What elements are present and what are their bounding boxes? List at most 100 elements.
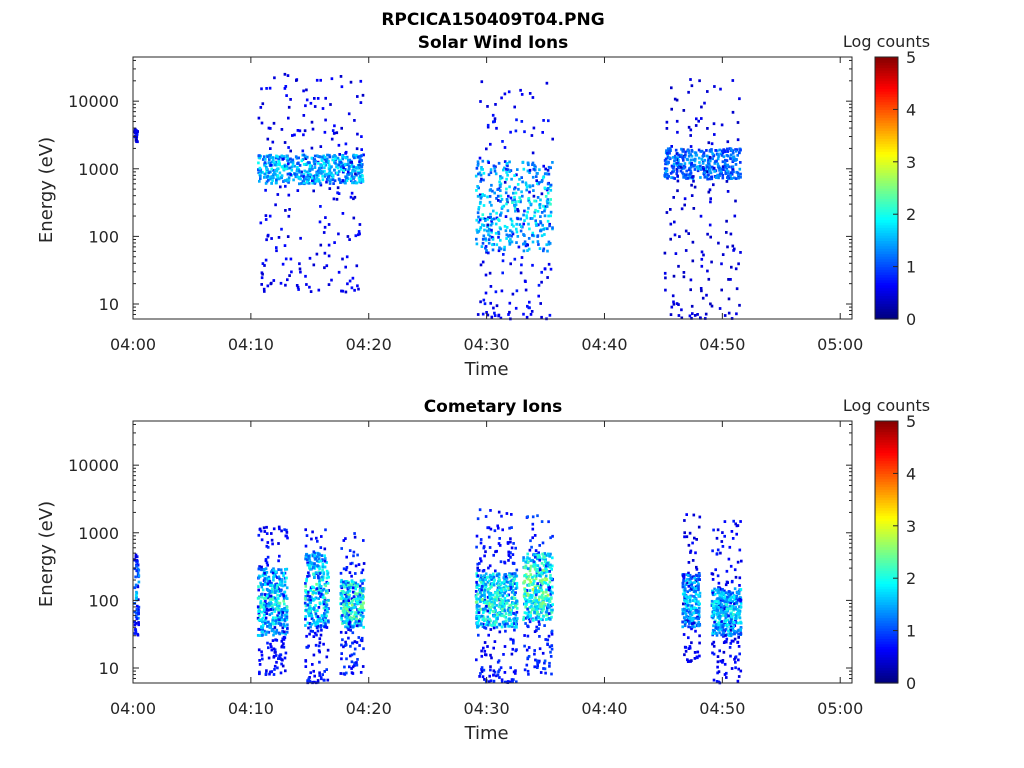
heatmap-cell-0-2-86	[515, 289, 519, 293]
heatmap-cell-0-1-360	[302, 173, 306, 176]
heatmap-cell-0-2-417	[507, 194, 510, 198]
heatmap-cell-1-1-428	[279, 589, 283, 593]
heatmap-cell-1-1-396	[258, 672, 261, 676]
heatmap-cell-1-1-297	[271, 606, 274, 610]
heatmap-cell-1-5-237	[533, 652, 536, 656]
heatmap-cell-0-3-461	[713, 133, 716, 136]
heatmap-cell-0-2-208	[489, 212, 492, 216]
heatmap-cell-1-4-612	[478, 597, 481, 601]
heatmap-cell-1-4-466	[483, 554, 486, 558]
heatmap-cell-1-3-278	[356, 658, 359, 661]
heatmap-cell-0-1-436	[271, 158, 275, 162]
heatmap-cell-1-4-276	[500, 625, 504, 629]
heatmap-cell-0-1-331	[295, 284, 299, 287]
heatmap-cell-1-7-418	[728, 590, 731, 593]
heatmap-cell-1-1-373	[259, 606, 262, 609]
heatmap-cell-1-4-304	[513, 593, 517, 596]
heatmap-cell-1-0-27	[137, 568, 141, 572]
heatmap-cell-1-5-408	[538, 558, 541, 562]
heatmap-cell-1-4-582	[503, 614, 506, 618]
heatmap-cell-1-4-102	[476, 602, 479, 606]
heatmap-cell-1-1-386	[280, 639, 284, 643]
heatmap-cell-0-3-487	[708, 168, 712, 172]
heatmap-cell-1-7-384	[721, 545, 725, 548]
heatmap-cell-1-5-183	[547, 597, 551, 601]
colorbar-swatch-0-93	[875, 72, 898, 76]
heatmap-cell-0-2-292	[528, 92, 532, 95]
heatmap-cell-1-0-2	[133, 610, 137, 614]
heatmap-cell-0-3-483	[673, 155, 677, 159]
heatmap-cell-1-4-210	[500, 678, 504, 682]
heatmap-cell-1-5-81	[531, 594, 534, 597]
heatmap-cell-0-1-580	[282, 167, 285, 171]
heatmap-cell-0-1-78	[354, 234, 358, 238]
heatmap-cell-1-2-334	[306, 603, 310, 607]
heatmap-cell-1-1-37	[263, 530, 267, 533]
heatmap-cell-1-2-66	[326, 573, 329, 576]
heatmap-cell-1-1-229	[264, 616, 268, 620]
heatmap-cell-1-5-216	[548, 586, 551, 589]
heatmap-cell-0-3-176	[689, 288, 692, 292]
heatmap-cell-1-7-358	[714, 622, 718, 626]
heatmap-cell-1-5-233	[542, 599, 545, 603]
heatmap-cell-1-7-256	[711, 631, 714, 635]
heatmap-cell-0-3-434	[681, 171, 684, 175]
heatmap-cell-1-3-131	[359, 607, 362, 610]
heatmap-cell-0-1-160	[350, 165, 354, 168]
heatmap-cell-1-5-108	[545, 599, 549, 602]
heatmap-cell-0-1-116	[337, 177, 341, 181]
heatmap-cell-1-4-610	[501, 602, 505, 606]
heatmap-cell-0-2-454	[491, 237, 495, 241]
colorbar-swatch-0-1	[875, 313, 898, 317]
heatmap-cell-1-3-24	[359, 671, 363, 674]
heatmap-cell-1-7-258	[722, 597, 725, 600]
heatmap-cell-1-5-409	[540, 571, 543, 575]
heatmap-cell-0-1-669	[265, 167, 268, 171]
heatmap-cell-0-3-268	[712, 154, 715, 158]
heatmap-cell-0-2-156	[478, 227, 482, 231]
heatmap-cell-1-7-48	[720, 540, 724, 543]
heatmap-cell-0-2-191	[543, 207, 547, 211]
heatmap-cell-1-4-560	[491, 610, 495, 613]
heatmap-cell-0-2-232	[536, 240, 540, 243]
heatmap-cell-0-3-28	[709, 235, 712, 239]
heatmap-cell-0-3-9	[735, 312, 738, 316]
heatmap-cell-1-4-249	[514, 591, 517, 595]
heatmap-cell-0-3-465	[700, 257, 704, 261]
heatmap-cell-1-1-131	[275, 589, 279, 593]
heatmap-cell-0-2-318	[513, 257, 517, 261]
heatmap-cell-0-2-466	[523, 209, 526, 213]
heatmap-cell-1-4-319	[514, 604, 518, 608]
heatmap-cell-0-1-376	[349, 177, 353, 181]
heatmap-cell-0-3-281	[668, 151, 671, 155]
heatmap-cell-0-1-299	[288, 274, 291, 277]
heatmap-cell-1-4-523	[490, 600, 493, 604]
heatmap-cell-1-5-348	[545, 564, 548, 568]
heatmap-cell-0-2-68	[484, 291, 488, 295]
heatmap-cell-1-2-226	[309, 629, 313, 633]
heatmap-cell-1-2-130	[312, 565, 315, 569]
heatmap-cell-0-2-498	[545, 199, 549, 203]
heatmap-cell-1-1-391	[262, 605, 265, 609]
heatmap-cell-1-5-393	[533, 649, 536, 652]
heatmap-cell-1-2-164	[305, 579, 308, 583]
heatmap-cell-1-1-146	[268, 613, 272, 617]
heatmap-cell-1-6-216	[698, 578, 701, 581]
heatmap-cell-0-2-347	[547, 187, 550, 190]
heatmap-cell-1-4-593	[481, 618, 484, 621]
heatmap-cell-0-1-71	[328, 182, 332, 185]
heatmap-cell-0-2-176	[537, 223, 540, 227]
heatmap-cell-1-2-228	[310, 562, 314, 566]
heatmap-cell-0-2-102	[534, 221, 538, 225]
heatmap-cell-1-3-45	[349, 612, 353, 616]
colorbar-swatch-0-53	[875, 177, 898, 181]
heatmap-cell-1-7-356	[719, 659, 722, 663]
heatmap-cell-1-3-339	[343, 591, 346, 594]
heatmap-cell-0-3-266	[672, 196, 675, 199]
heatmap-cell-1-7-382	[724, 611, 728, 614]
heatmap-cell-1-6-23	[684, 603, 688, 607]
heatmap-cell-1-7-329	[727, 629, 730, 633]
heatmap-cell-1-5-259	[543, 667, 547, 671]
heatmap-cell-1-4-259	[507, 599, 510, 602]
heatmap-cell-0-1-558	[295, 79, 298, 82]
